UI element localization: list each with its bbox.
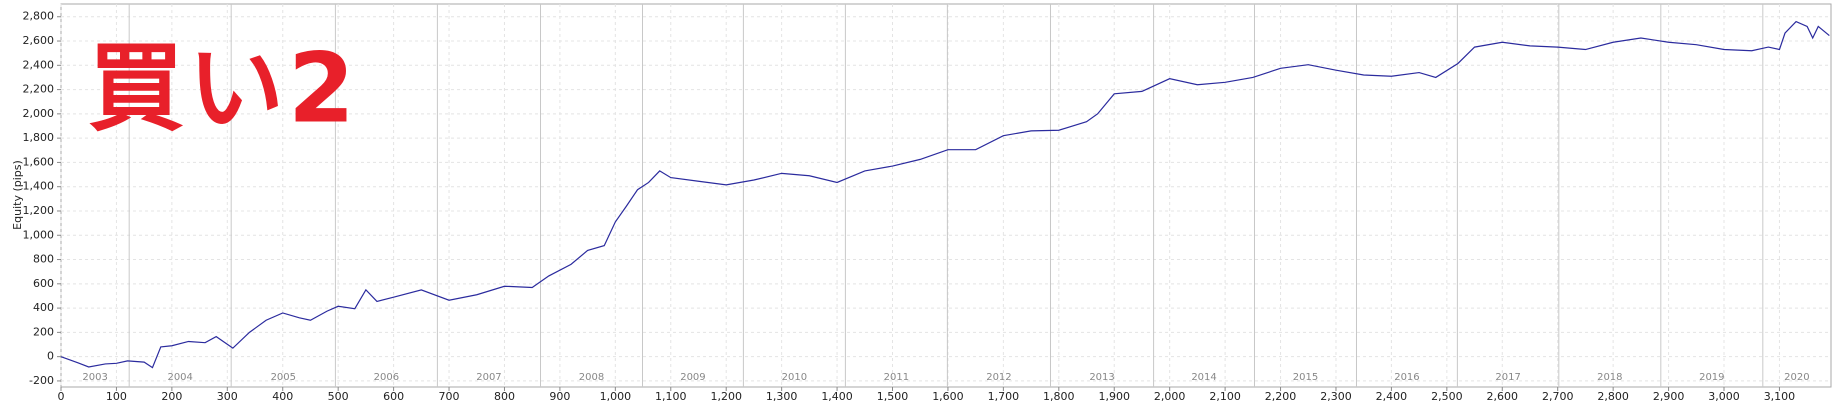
- overlay-label: 買い2: [88, 32, 359, 144]
- y-tick-label: 1,600: [23, 155, 55, 168]
- year-label: 2008: [579, 372, 604, 383]
- year-label: 2019: [1699, 372, 1724, 383]
- y-tick-label: 800: [33, 253, 54, 266]
- x-tick-label: 1,900: [1098, 390, 1130, 403]
- y-tick-label: 2,800: [23, 10, 55, 23]
- y-tick-label: 1,000: [23, 228, 55, 241]
- y-tick-label: -200: [29, 374, 54, 387]
- x-tick-label: 2,700: [1542, 390, 1574, 403]
- x-tick-label: 1,400: [821, 390, 853, 403]
- year-label: 2012: [986, 372, 1011, 383]
- y-tick-label: 400: [33, 301, 54, 314]
- equity-line: [60, 20, 1830, 369]
- y-tick-label: 2,400: [23, 58, 55, 71]
- x-tick-label: 600: [383, 390, 404, 403]
- year-label: 2020: [1784, 372, 1809, 383]
- year-label: 2003: [82, 372, 107, 383]
- x-tick-label: 2,400: [1376, 390, 1408, 403]
- x-tick-label: 1,500: [877, 390, 909, 403]
- y-axis-label: Equity (pips): [11, 160, 24, 230]
- year-label: 2005: [271, 372, 296, 383]
- x-tick-label: 0: [58, 390, 65, 403]
- year-label: 2015: [1293, 372, 1318, 383]
- plot-frame: [60, 3, 1832, 388]
- x-tick-label: 1,300: [766, 390, 798, 403]
- x-tick-label: 1,600: [932, 390, 964, 403]
- x-tick-label: 1,000: [600, 390, 632, 403]
- x-tick-label: 700: [439, 390, 460, 403]
- year-label: 2018: [1597, 372, 1622, 383]
- x-tick-label: 2,600: [1487, 390, 1519, 403]
- year-label: 2013: [1089, 372, 1114, 383]
- x-tick-label: 1,100: [655, 390, 687, 403]
- year-label: 2017: [1495, 372, 1520, 383]
- year-label: 2014: [1191, 372, 1216, 383]
- y-tick-label: 0: [47, 350, 54, 363]
- year-label: 2006: [374, 372, 399, 383]
- x-tick-label: 400: [272, 390, 293, 403]
- x-tick-label: 2,800: [1597, 390, 1629, 403]
- year-label: 2016: [1394, 372, 1419, 383]
- x-tick-label: 1,200: [710, 390, 742, 403]
- x-tick-label: 1,800: [1043, 390, 1075, 403]
- year-label: 2009: [680, 372, 705, 383]
- year-label: 2007: [476, 372, 501, 383]
- y-tick-label: 600: [33, 277, 54, 290]
- x-tick-label: 2,100: [1209, 390, 1241, 403]
- x-tick-label: 200: [161, 390, 182, 403]
- x-tick-label: 2,900: [1653, 390, 1685, 403]
- x-tick-label: 100: [106, 390, 127, 403]
- y-tick-label: 2,600: [23, 34, 55, 47]
- x-tick-label: 3,000: [1708, 390, 1740, 403]
- y-tick-label: 1,400: [23, 180, 55, 193]
- grid-layer: [60, 4, 1831, 387]
- y-tick-label: 2,200: [23, 83, 55, 96]
- year-label: 2004: [167, 372, 192, 383]
- x-tick-label: 2,500: [1431, 390, 1463, 403]
- y-tick-label: 2,000: [23, 107, 55, 120]
- year-label: 2010: [782, 372, 807, 383]
- y-tick-label: 1,200: [23, 204, 55, 217]
- x-tick-label: 3,100: [1764, 390, 1796, 403]
- x-tick-label: 1,700: [988, 390, 1020, 403]
- x-tick-label: 500: [328, 390, 349, 403]
- x-tick-label: 2,300: [1320, 390, 1352, 403]
- y-tick-label: 1,800: [23, 131, 55, 144]
- x-tick-label: 800: [494, 390, 515, 403]
- x-tick-label: 2,000: [1154, 390, 1186, 403]
- y-tick-label: 200: [33, 325, 54, 338]
- x-tick-label: 2,200: [1265, 390, 1297, 403]
- year-label: 2011: [884, 372, 909, 383]
- x-tick-label: 900: [549, 390, 570, 403]
- x-tick-label: 300: [217, 390, 238, 403]
